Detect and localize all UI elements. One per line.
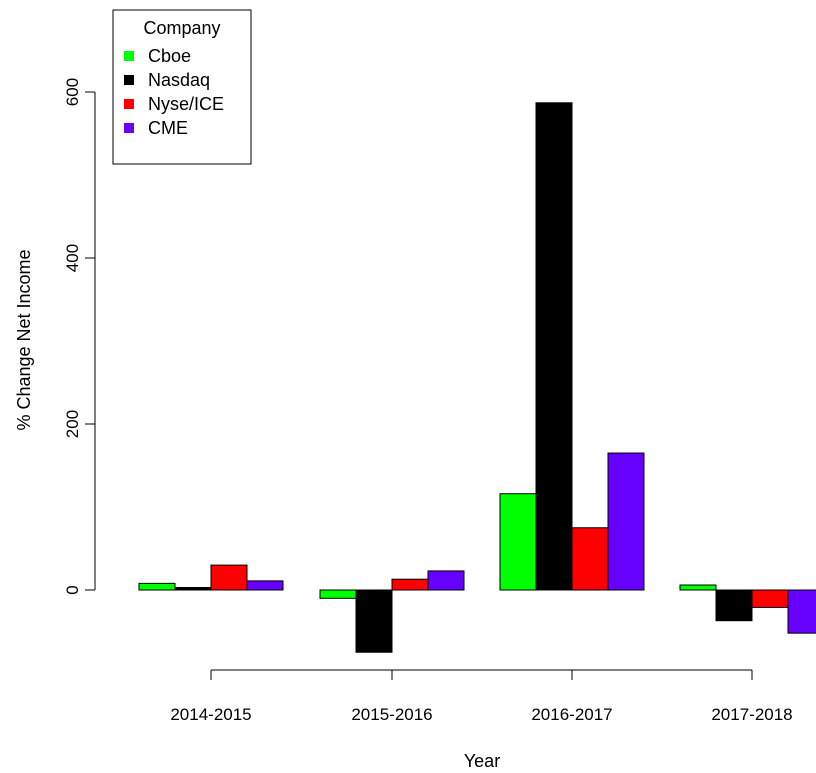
bar-nyse-ice-2014-2015 bbox=[210, 564, 248, 591]
x-axis: 2014-2015 2015-2016 2016-2017 2017-2018 bbox=[170, 669, 793, 724]
bar-nyse-ice-2015-2016 bbox=[391, 578, 429, 591]
bar-nasdaq-2014-2015 bbox=[174, 587, 212, 591]
legend-swatch-cme bbox=[124, 123, 134, 133]
bar-cme-2016-2017 bbox=[607, 452, 645, 591]
bar-cme-2015-2016 bbox=[427, 570, 465, 591]
y-tick-label-200: 200 bbox=[63, 410, 82, 438]
y-axis-title: % Change Net Income bbox=[14, 249, 34, 430]
legend-box bbox=[112, 9, 252, 165]
x-tick-label-2014-2015: 2014-2015 bbox=[170, 705, 251, 724]
y-tick-label-400: 400 bbox=[63, 244, 82, 272]
y-tick-label-0: 0 bbox=[63, 585, 82, 594]
bar-cme-2014-2015 bbox=[246, 580, 284, 591]
legend-label-cme: CME bbox=[148, 118, 188, 138]
x-tick-label-2016-2017: 2016-2017 bbox=[531, 705, 612, 724]
bar-cboe-2016-2017 bbox=[499, 493, 537, 591]
x-axis-title: Year bbox=[464, 751, 500, 771]
bar-cme-2017-2018 bbox=[787, 589, 816, 634]
bar-nyse-ice-2016-2017 bbox=[571, 527, 609, 591]
legend-title: Company bbox=[143, 18, 220, 38]
x-tick-label-2015-2016: 2015-2016 bbox=[351, 705, 432, 724]
legend-label-cboe: Cboe bbox=[148, 46, 191, 66]
bar-cboe-2015-2016 bbox=[319, 589, 357, 599]
bar-nasdaq-2015-2016 bbox=[355, 589, 393, 653]
bar-cboe-2017-2018 bbox=[679, 584, 717, 591]
bars-layer bbox=[138, 102, 816, 653]
bar-nyse-ice-2017-2018 bbox=[751, 589, 789, 608]
legend-swatch-nyse-ice bbox=[124, 99, 134, 109]
bar-cboe-2014-2015 bbox=[138, 582, 176, 591]
y-tick-label-600: 600 bbox=[63, 78, 82, 106]
y-axis: 0 200 400 600 bbox=[63, 78, 96, 595]
bar-nasdaq-2017-2018 bbox=[715, 589, 753, 622]
bar-nasdaq-2016-2017 bbox=[535, 102, 573, 591]
legend: Company Cboe Nasdaq Nyse/ICE CME bbox=[112, 9, 252, 165]
legend-swatch-nasdaq bbox=[124, 75, 134, 85]
legend-label-nyse-ice: Nyse/ICE bbox=[148, 94, 224, 114]
legend-swatch-cboe bbox=[124, 51, 134, 61]
legend-label-nasdaq: Nasdaq bbox=[148, 70, 210, 90]
x-tick-label-2017-2018: 2017-2018 bbox=[711, 705, 792, 724]
